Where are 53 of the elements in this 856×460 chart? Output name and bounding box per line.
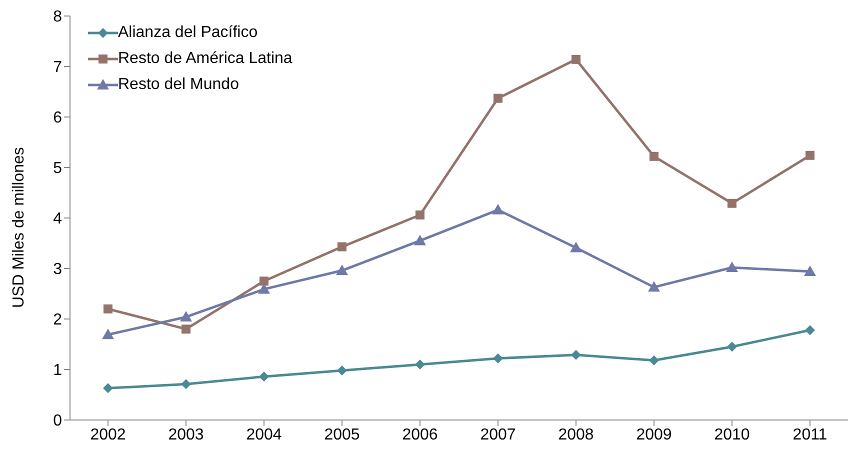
point [572, 54, 580, 64]
x-tick-label: 2004 [246, 426, 282, 444]
point [650, 152, 658, 161]
point [493, 353, 503, 364]
y-axis-title: USD Miles de millones [10, 147, 28, 308]
y-tick-label: 6 [53, 110, 62, 127]
point [258, 283, 270, 294]
point [336, 264, 348, 276]
x-tick-label: 2011 [792, 426, 828, 444]
y-tick-label: 1 [53, 362, 62, 380]
point [414, 234, 426, 246]
legend-label: Resto de América Latina [118, 50, 292, 68]
y-tick-label: 4 [53, 210, 62, 228]
point [416, 210, 424, 220]
y-tick-label: 3 [53, 261, 62, 278]
point [102, 328, 114, 340]
point [726, 261, 738, 272]
point [338, 242, 346, 252]
point [570, 242, 582, 252]
point [180, 310, 192, 322]
y-tick-label: 0 [53, 412, 62, 430]
y-tick-label: 7 [53, 59, 62, 76]
point [181, 379, 191, 390]
point [259, 372, 269, 382]
x-tick-label: 2010 [714, 426, 750, 444]
x-tick-label: 2003 [168, 426, 204, 444]
point [805, 325, 815, 336]
x-tick-label: 2002 [90, 426, 126, 444]
point [804, 266, 816, 276]
y-tick-label: 5 [53, 160, 62, 178]
point [571, 350, 581, 360]
point [728, 198, 736, 208]
x-tick-label: 2006 [402, 426, 438, 444]
point [104, 304, 112, 314]
x-tick-label: 2007 [480, 426, 516, 444]
legend-label: Resto del Mundo [118, 76, 239, 94]
point [649, 355, 659, 366]
point [415, 359, 425, 370]
y-tick-label: 2 [53, 312, 62, 329]
point [806, 150, 814, 160]
point [492, 204, 504, 214]
legend-label: Alianza del Pacífico [118, 24, 258, 42]
point [494, 94, 502, 103]
x-tick-label: 2005 [324, 426, 360, 444]
y-tick-label: 8 [53, 8, 62, 26]
x-tick-label: 2008 [558, 426, 594, 444]
point [648, 281, 660, 292]
point [103, 383, 113, 394]
x-tick-label: 2009 [636, 426, 672, 444]
point [260, 276, 268, 286]
point [337, 366, 347, 376]
point [182, 324, 190, 334]
point [727, 342, 737, 352]
